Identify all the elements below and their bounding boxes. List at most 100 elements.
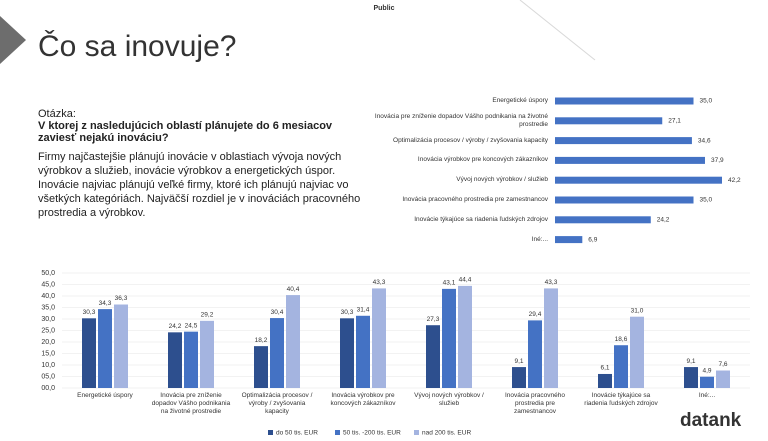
bar (555, 156, 705, 164)
y-tick-label: 50,0 (41, 270, 55, 277)
bar (340, 318, 354, 388)
bar (555, 196, 694, 204)
decor-line (519, 0, 596, 61)
bar (512, 367, 526, 388)
bar (372, 288, 386, 388)
value-label: 24,2 (169, 323, 182, 330)
bar (458, 285, 472, 388)
value-label: 43,3 (545, 279, 558, 286)
value-label: 44,4 (459, 277, 472, 284)
y-tick-label: 05,0 (41, 373, 55, 380)
value-label: 40,4 (287, 286, 300, 293)
value-label: 30,3 (83, 309, 96, 316)
value-label: 30,3 (341, 309, 354, 316)
bar (114, 304, 128, 388)
value-label: 6,9 (588, 236, 597, 243)
x-tick-label: Inovácia výrobkov pre koncových zákazník… (330, 392, 396, 407)
bar (184, 331, 198, 388)
bar (598, 373, 612, 388)
bar (555, 117, 663, 125)
bar (528, 320, 542, 388)
bar (555, 137, 692, 145)
bar (442, 288, 456, 388)
value-label: 27,1 (668, 118, 681, 125)
logo: datank (680, 410, 742, 431)
text-block: Otázka: V ktorej z nasledujúcich oblastí… (38, 108, 373, 220)
value-label: 24,5 (185, 322, 198, 329)
bar (555, 216, 651, 224)
decor-triangle (0, 16, 26, 64)
legend-swatch (414, 430, 419, 435)
bar (254, 346, 268, 388)
question: V ktorej z nasledujúcich oblastí plánuje… (38, 120, 333, 144)
value-label: 35,0 (700, 98, 713, 105)
value-label: 43,3 (373, 279, 386, 286)
value-label: 18,6 (615, 336, 628, 343)
y-tick-label: 20,0 (41, 339, 55, 346)
y-tick-label: Inovácie týkajúce sa riadenia ľudských z… (414, 215, 548, 223)
bar (200, 320, 214, 388)
legend-label: 50 tis. -200 tis. EUR (343, 430, 401, 437)
x-tick-label: Energetické úspory (77, 392, 133, 399)
label: Public (373, 5, 394, 12)
bar (168, 332, 182, 388)
bar (555, 97, 694, 105)
x-tick-label: Vývoj nových výrobkov / služieb (414, 392, 484, 407)
value-label: 6,1 (600, 365, 609, 372)
value-label: 35,0 (700, 197, 713, 204)
value-label: 9,1 (686, 358, 695, 365)
body: Firmy najčastejšie plánujú inovácie v ob… (38, 151, 361, 219)
y-tick-label: 10,0 (41, 362, 55, 369)
y-tick-label: Iné:... (531, 235, 548, 243)
x-tick-label: Iné:... (698, 392, 716, 399)
bar (356, 315, 370, 388)
y-tick-label: Vývoj nových výrobkov / služieb (456, 176, 548, 184)
value-label: 4,9 (702, 367, 711, 374)
legend-label: do 50 tis. EUR (276, 430, 318, 437)
bar (700, 376, 714, 388)
value-label: 29,4 (529, 311, 542, 318)
y-tick-label: Energetické úspory (492, 97, 548, 104)
question-label: Otázka: (38, 108, 76, 120)
value-label: 30,4 (271, 309, 284, 316)
value-label: 9,1 (514, 358, 523, 365)
y-tick-label: Inovácia pracovného prostredia pre zames… (402, 196, 548, 203)
bar (426, 325, 440, 388)
bar (684, 367, 698, 388)
y-tick-label: 15,0 (41, 350, 55, 357)
bar (98, 309, 112, 388)
bar (270, 318, 284, 388)
y-tick-label: 30,0 (41, 316, 55, 323)
value-label: 43,1 (443, 280, 456, 287)
x-tick-label: Inovácie týkajúce sa riadenia ľudských z… (584, 392, 658, 407)
value-label: 29,2 (201, 312, 214, 319)
y-tick-label: Optimalizácia procesov / výroby / zvyšov… (393, 136, 548, 144)
bar (544, 288, 558, 388)
y-tick-label: 40,0 (41, 293, 55, 300)
legend-label: nad 200 tis. EUR (422, 430, 471, 437)
x-tick-label: Optimalizácia procesov / výroby / zvyšov… (241, 392, 313, 415)
value-label: 27,3 (427, 316, 440, 323)
bar (286, 295, 300, 388)
value-label: 31,4 (357, 306, 370, 313)
value-label: 34,6 (698, 137, 711, 144)
value-label: 34,3 (99, 300, 112, 307)
bar (614, 345, 628, 388)
x-tick-label: Inovácia pracovného prostredia pre zames… (505, 392, 565, 415)
bar (630, 316, 644, 388)
value-label: 42,2 (728, 177, 741, 184)
legend-swatch (335, 430, 340, 435)
value-label: 37,9 (711, 157, 724, 164)
value-label: 31,0 (631, 307, 644, 314)
legend-swatch (268, 430, 273, 435)
bar (555, 236, 583, 244)
x-tick-label: Inovácia pre zníženie dopadov Vášho podn… (151, 392, 231, 415)
bar (716, 370, 730, 388)
y-tick-label: Inovácia výrobkov pre koncových zákazník… (417, 156, 548, 164)
title: Čo sa inovuje? (38, 29, 236, 63)
value-label: 7,6 (718, 361, 727, 368)
y-tick-label: Inovácia pre zníženie dopadov Vášho podn… (374, 112, 548, 128)
value-label: 18,2 (255, 337, 268, 344)
